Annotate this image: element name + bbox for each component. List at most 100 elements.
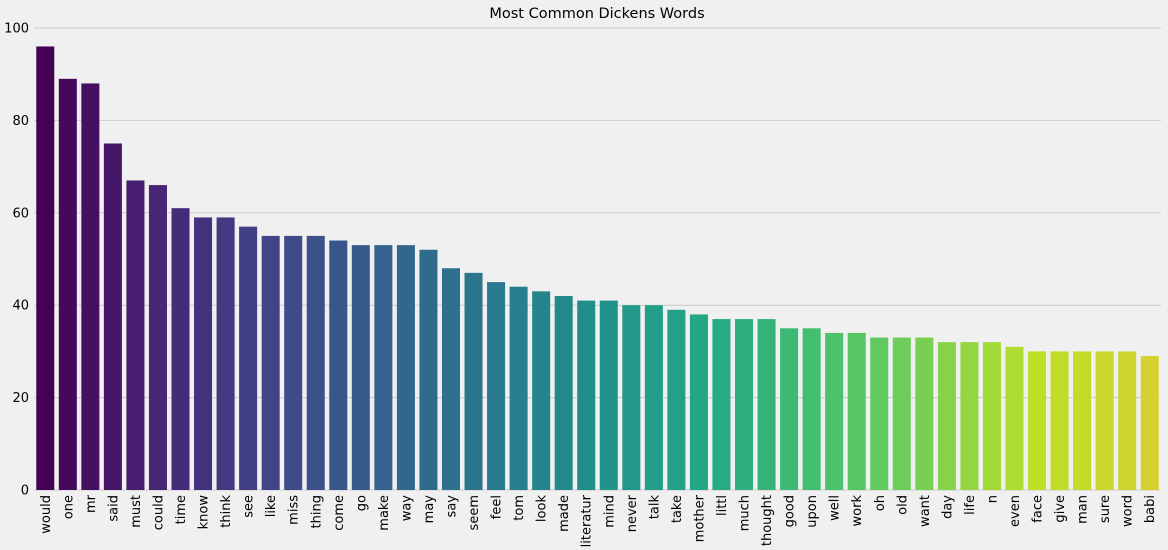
x-tick-label: sure bbox=[1098, 495, 1113, 523]
x-tick-label: much bbox=[738, 495, 753, 531]
y-tick-label: 100 bbox=[4, 22, 29, 37]
bar-thought bbox=[757, 319, 776, 490]
x-tick-label: must bbox=[129, 495, 144, 528]
x-tick-label: said bbox=[106, 495, 121, 522]
bar-make bbox=[374, 245, 393, 490]
x-tick-label: mother bbox=[692, 494, 707, 542]
x-tick-label: even bbox=[1008, 495, 1023, 527]
bar-may bbox=[419, 249, 438, 490]
bar-mr bbox=[81, 83, 100, 490]
y-tick-label: 60 bbox=[12, 206, 29, 221]
bar-must bbox=[126, 180, 145, 490]
bar-oh bbox=[870, 337, 889, 490]
bar-upon bbox=[802, 328, 821, 490]
bar-tom bbox=[509, 286, 528, 490]
bar-see bbox=[239, 226, 258, 490]
bar-take bbox=[667, 309, 686, 490]
bar-never bbox=[622, 305, 641, 490]
bar-one bbox=[58, 78, 77, 490]
x-tick-label: look bbox=[535, 495, 550, 523]
bar-would bbox=[36, 46, 55, 490]
bar-feel bbox=[487, 282, 506, 490]
bar-babi bbox=[1140, 356, 1159, 490]
x-tick-label: face bbox=[1031, 495, 1046, 523]
x-tick-label: thought bbox=[760, 495, 775, 546]
y-tick-label: 40 bbox=[12, 299, 29, 314]
x-tick-label: time bbox=[174, 495, 189, 524]
bar-look bbox=[532, 291, 551, 490]
bar-face bbox=[1028, 351, 1047, 490]
x-tick-label: life bbox=[963, 495, 978, 515]
bar-said bbox=[103, 143, 122, 490]
x-tick-label: talk bbox=[647, 495, 662, 520]
bar-even bbox=[1005, 346, 1024, 490]
x-axis-ticks: would one mr said must could time know think see l… bbox=[39, 494, 1158, 547]
x-tick-label: old bbox=[895, 495, 910, 515]
x-tick-label: know bbox=[197, 495, 212, 530]
bar-literatur bbox=[577, 300, 596, 490]
chart-title: Most Common Dickens Words bbox=[489, 6, 704, 22]
x-tick-label: work bbox=[850, 495, 865, 527]
bar-know bbox=[194, 217, 213, 491]
bar-thing bbox=[306, 235, 325, 490]
x-tick-label: littl bbox=[715, 495, 730, 516]
x-tick-label: miss bbox=[287, 495, 302, 525]
x-tick-label: one bbox=[61, 495, 76, 519]
x-tick-label: give bbox=[1053, 495, 1068, 523]
x-tick-label: would bbox=[39, 495, 54, 534]
x-tick-label: make bbox=[377, 495, 392, 531]
x-tick-label: man bbox=[1076, 495, 1091, 524]
bar-time bbox=[171, 208, 190, 490]
x-tick-label: good bbox=[783, 495, 798, 527]
x-tick-label: mind bbox=[602, 495, 617, 528]
x-tick-label: see bbox=[242, 495, 257, 518]
y-tick-label: 20 bbox=[12, 391, 29, 406]
x-tick-label: want bbox=[918, 495, 933, 527]
x-tick-label: n bbox=[985, 495, 1000, 503]
x-tick-label: made bbox=[557, 495, 572, 532]
x-tick-label: well bbox=[828, 495, 843, 521]
x-tick-label: say bbox=[444, 495, 459, 518]
bar-mother bbox=[689, 314, 708, 490]
bar-work bbox=[847, 332, 866, 490]
bar-want bbox=[915, 337, 934, 490]
bar-talk bbox=[644, 305, 663, 490]
x-tick-label: feel bbox=[490, 495, 505, 519]
bar-life bbox=[960, 342, 979, 490]
bar-n bbox=[982, 342, 1001, 490]
bar-could bbox=[148, 185, 167, 490]
x-tick-label: never bbox=[625, 494, 640, 532]
x-tick-label: take bbox=[670, 495, 685, 523]
x-tick-label: seem bbox=[467, 495, 482, 530]
bar-sure bbox=[1095, 351, 1114, 490]
x-tick-label: literatur bbox=[580, 494, 595, 547]
bar-made bbox=[554, 295, 573, 490]
bar-go bbox=[351, 245, 370, 490]
x-tick-label: like bbox=[264, 495, 279, 517]
bar-seem bbox=[464, 272, 483, 490]
x-tick-label: come bbox=[332, 495, 347, 531]
bars bbox=[36, 46, 1159, 491]
bar-well bbox=[825, 332, 844, 490]
x-tick-label: upon bbox=[805, 495, 820, 528]
bar-good bbox=[780, 328, 799, 490]
y-tick-label: 80 bbox=[12, 114, 29, 129]
x-tick-label: think bbox=[219, 495, 234, 528]
bar-think bbox=[216, 217, 235, 491]
bar-littl bbox=[712, 319, 731, 490]
y-tick-label: 0 bbox=[21, 484, 29, 499]
bar-give bbox=[1050, 351, 1069, 490]
bar-mind bbox=[599, 300, 618, 490]
bar-old bbox=[892, 337, 911, 490]
bar-way bbox=[396, 245, 415, 490]
x-tick-label: tom bbox=[512, 495, 527, 521]
bar-like bbox=[261, 235, 280, 490]
x-tick-label: may bbox=[422, 495, 437, 524]
bar-man bbox=[1073, 351, 1092, 490]
x-tick-label: babi bbox=[1143, 495, 1158, 523]
bar-word bbox=[1118, 351, 1137, 490]
x-tick-label: day bbox=[940, 495, 955, 519]
bar-miss bbox=[284, 235, 303, 490]
bar-much bbox=[734, 319, 754, 490]
bar-day bbox=[937, 342, 956, 490]
